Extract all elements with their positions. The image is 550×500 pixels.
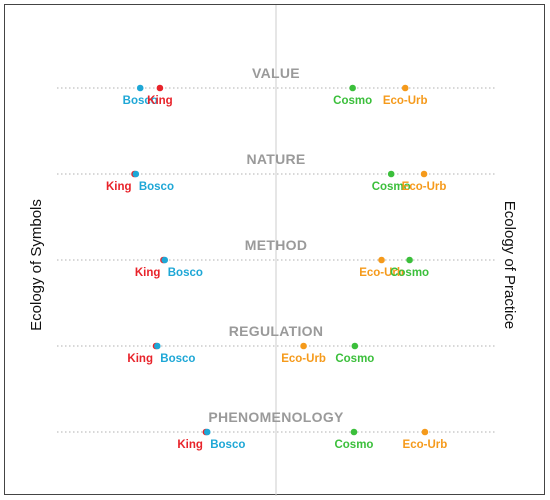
point-label-cosmo: Cosmo <box>372 181 411 193</box>
point-label-bosco: Bosco <box>210 439 245 451</box>
diagram-frame: Ecology of Symbols Ecology of Practice V… <box>4 4 545 496</box>
point-label-cosmo: Cosmo <box>335 353 374 365</box>
point-label-king: King <box>147 95 173 107</box>
point-cosmo <box>387 170 395 178</box>
point-label-eco-urb: Eco-Urb <box>281 353 326 365</box>
row-regulation: REGULATION King Bosco Eco-Urb Cosmo <box>57 323 495 365</box>
category-label: PHENOMENOLOGY <box>208 409 344 425</box>
point-label-eco-urb: Eco-Urb <box>383 95 428 107</box>
point-cosmo <box>406 256 413 264</box>
point-bosco <box>203 428 211 436</box>
axis-label-right: Ecology of Practice <box>501 201 518 329</box>
point-label-king: King <box>135 267 161 279</box>
point-eco-urb <box>300 342 307 350</box>
point-label-eco-urb: Eco-Urb <box>403 439 448 451</box>
point-cosmo <box>350 428 358 436</box>
point-cosmo <box>351 342 359 350</box>
point-cosmo <box>349 84 356 92</box>
point-label-king: King <box>106 181 132 193</box>
point-label-bosco: Bosco <box>139 181 174 193</box>
point-eco-urb <box>420 170 428 178</box>
point-label-eco-urb: Eco-Urb <box>402 181 447 193</box>
point-label-king: King <box>177 439 203 451</box>
axis-label-left: Ecology of Symbols <box>28 199 45 331</box>
point-label-eco-urb: Eco-Urb <box>359 267 404 279</box>
point-label-bosco: Bosco <box>160 353 195 365</box>
point-label-bosco: Bosco <box>168 267 203 279</box>
point-label-cosmo: Cosmo <box>333 95 372 107</box>
category-label: REGULATION <box>229 323 324 339</box>
category-label: METHOD <box>245 237 307 253</box>
positioning-diagram: Ecology of Symbols Ecology of Practice V… <box>28 5 518 496</box>
point-eco-urb <box>421 428 429 436</box>
point-eco-urb <box>378 256 385 264</box>
category-label: NATURE <box>246 151 305 167</box>
point-bosco <box>136 84 144 92</box>
category-label: VALUE <box>252 65 300 81</box>
point-eco-urb <box>401 84 409 92</box>
point-label-king: King <box>127 353 153 365</box>
point-label-cosmo: Cosmo <box>334 439 373 451</box>
point-bosco <box>154 342 161 350</box>
point-label-cosmo: Cosmo <box>390 267 429 279</box>
point-label-bosco: Bosco <box>123 95 158 107</box>
point-bosco <box>161 256 169 264</box>
point-bosco <box>132 170 140 178</box>
point-king <box>156 84 164 92</box>
row-phenomenology: PHENOMENOLOGY King Bosco Cosmo Eco-Urb <box>57 409 495 451</box>
